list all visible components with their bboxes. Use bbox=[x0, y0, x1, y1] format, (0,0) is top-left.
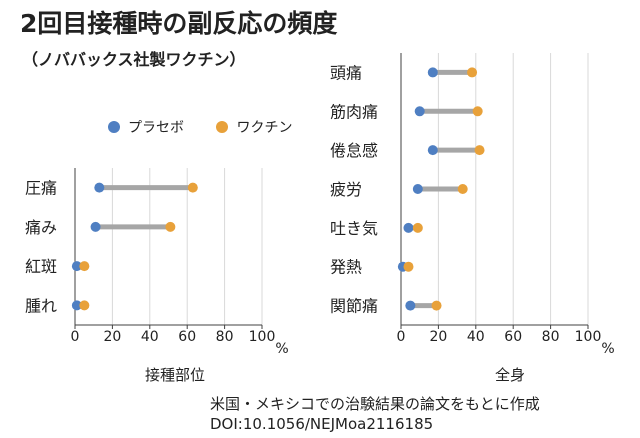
vaccine-point-0-1 bbox=[165, 221, 176, 232]
chart-title: 2回目接種時の副反応の頻度 bbox=[20, 9, 338, 38]
vaccine-point-0-3 bbox=[79, 300, 90, 311]
x-tick-label-1-2: 40 bbox=[467, 329, 485, 345]
x-tick-label-0-1: 20 bbox=[103, 329, 121, 345]
category-label-0-3: 腫れ bbox=[25, 296, 57, 315]
x-tick-label-0-5: 100 bbox=[249, 329, 276, 345]
x-axis-title-0: 接種部位 bbox=[145, 366, 205, 384]
x-axis-title-1: 全身 bbox=[495, 366, 525, 384]
vaccine-point-1-2 bbox=[474, 145, 485, 156]
x-tick-label-0-3: 60 bbox=[178, 329, 196, 345]
vaccine-point-1-4 bbox=[412, 222, 423, 233]
legend-label-placebo: プラセボ bbox=[128, 120, 184, 136]
chart-subtitle: （ノババックス社製ワクチン） bbox=[22, 50, 246, 69]
vaccine-point-1-3 bbox=[457, 184, 468, 194]
placebo-point-0-2 bbox=[71, 261, 82, 272]
category-label-1-4: 吐き気 bbox=[330, 219, 378, 238]
x-tick-label-0-4: 80 bbox=[216, 329, 234, 345]
legend-marker-vaccine bbox=[216, 121, 229, 133]
legend-item-placebo: プラセボ bbox=[108, 117, 184, 137]
x-tick-label-1-1: 20 bbox=[429, 329, 447, 345]
legend-marker-placebo bbox=[108, 121, 120, 133]
category-label-1-2: 倦怠感 bbox=[330, 141, 378, 160]
placebo-point-0-3 bbox=[71, 300, 82, 311]
legend: プラセボ ワクチン bbox=[108, 117, 320, 137]
vaccine-point-1-1 bbox=[472, 106, 483, 117]
category-label-0-2: 紅斑 bbox=[25, 257, 57, 276]
x-unit-0: % bbox=[275, 341, 288, 357]
placebo-point-0-0 bbox=[94, 182, 105, 193]
placebo-point-1-6 bbox=[405, 300, 416, 311]
placebo-point-1-0 bbox=[427, 67, 438, 78]
source-line-1: 米国・メキシコでの治験結果の論文をもとに作成 bbox=[210, 395, 540, 413]
vaccine-point-1-6 bbox=[431, 300, 442, 311]
x-tick-label-0-2: 40 bbox=[141, 329, 159, 345]
category-label-1-6: 関節痛 bbox=[330, 297, 378, 316]
legend-item-vaccine: ワクチン bbox=[216, 117, 292, 137]
category-label-1-3: 疲労 bbox=[330, 180, 362, 199]
x-tick-label-1-0: 0 bbox=[397, 329, 406, 345]
x-tick-label-1-5: 100 bbox=[575, 329, 602, 345]
category-label-0-0: 圧痛 bbox=[25, 179, 57, 198]
placebo-point-1-4 bbox=[403, 222, 414, 233]
category-label-0-1: 痛み bbox=[25, 218, 57, 237]
category-label-1-1: 筋肉痛 bbox=[330, 102, 378, 121]
category-label-1-0: 頭痛 bbox=[330, 63, 362, 82]
vaccine-point-1-5 bbox=[403, 261, 414, 272]
source-line-2: DOI:10.1056/NEJMoa2116185 bbox=[210, 415, 434, 433]
x-tick-label-1-4: 80 bbox=[542, 329, 560, 345]
vaccine-point-1-0 bbox=[467, 67, 478, 78]
placebo-point-0-1 bbox=[90, 221, 101, 232]
placebo-point-1-1 bbox=[414, 106, 425, 117]
vaccine-point-0-2 bbox=[79, 261, 90, 272]
placebo-point-1-3 bbox=[412, 184, 423, 194]
x-tick-label-1-3: 60 bbox=[504, 329, 522, 345]
vaccine-point-0-0 bbox=[187, 182, 198, 193]
placebo-point-1-2 bbox=[427, 145, 438, 156]
x-unit-1: % bbox=[601, 341, 614, 357]
legend-label-vaccine: ワクチン bbox=[236, 120, 293, 136]
source-note: 米国・メキシコでの治験結果の論文をもとに作成 DOI:10.1056/NEJMo… bbox=[210, 394, 540, 434]
category-label-1-5: 発熱 bbox=[330, 258, 362, 277]
x-tick-label-0-0: 0 bbox=[71, 329, 80, 345]
